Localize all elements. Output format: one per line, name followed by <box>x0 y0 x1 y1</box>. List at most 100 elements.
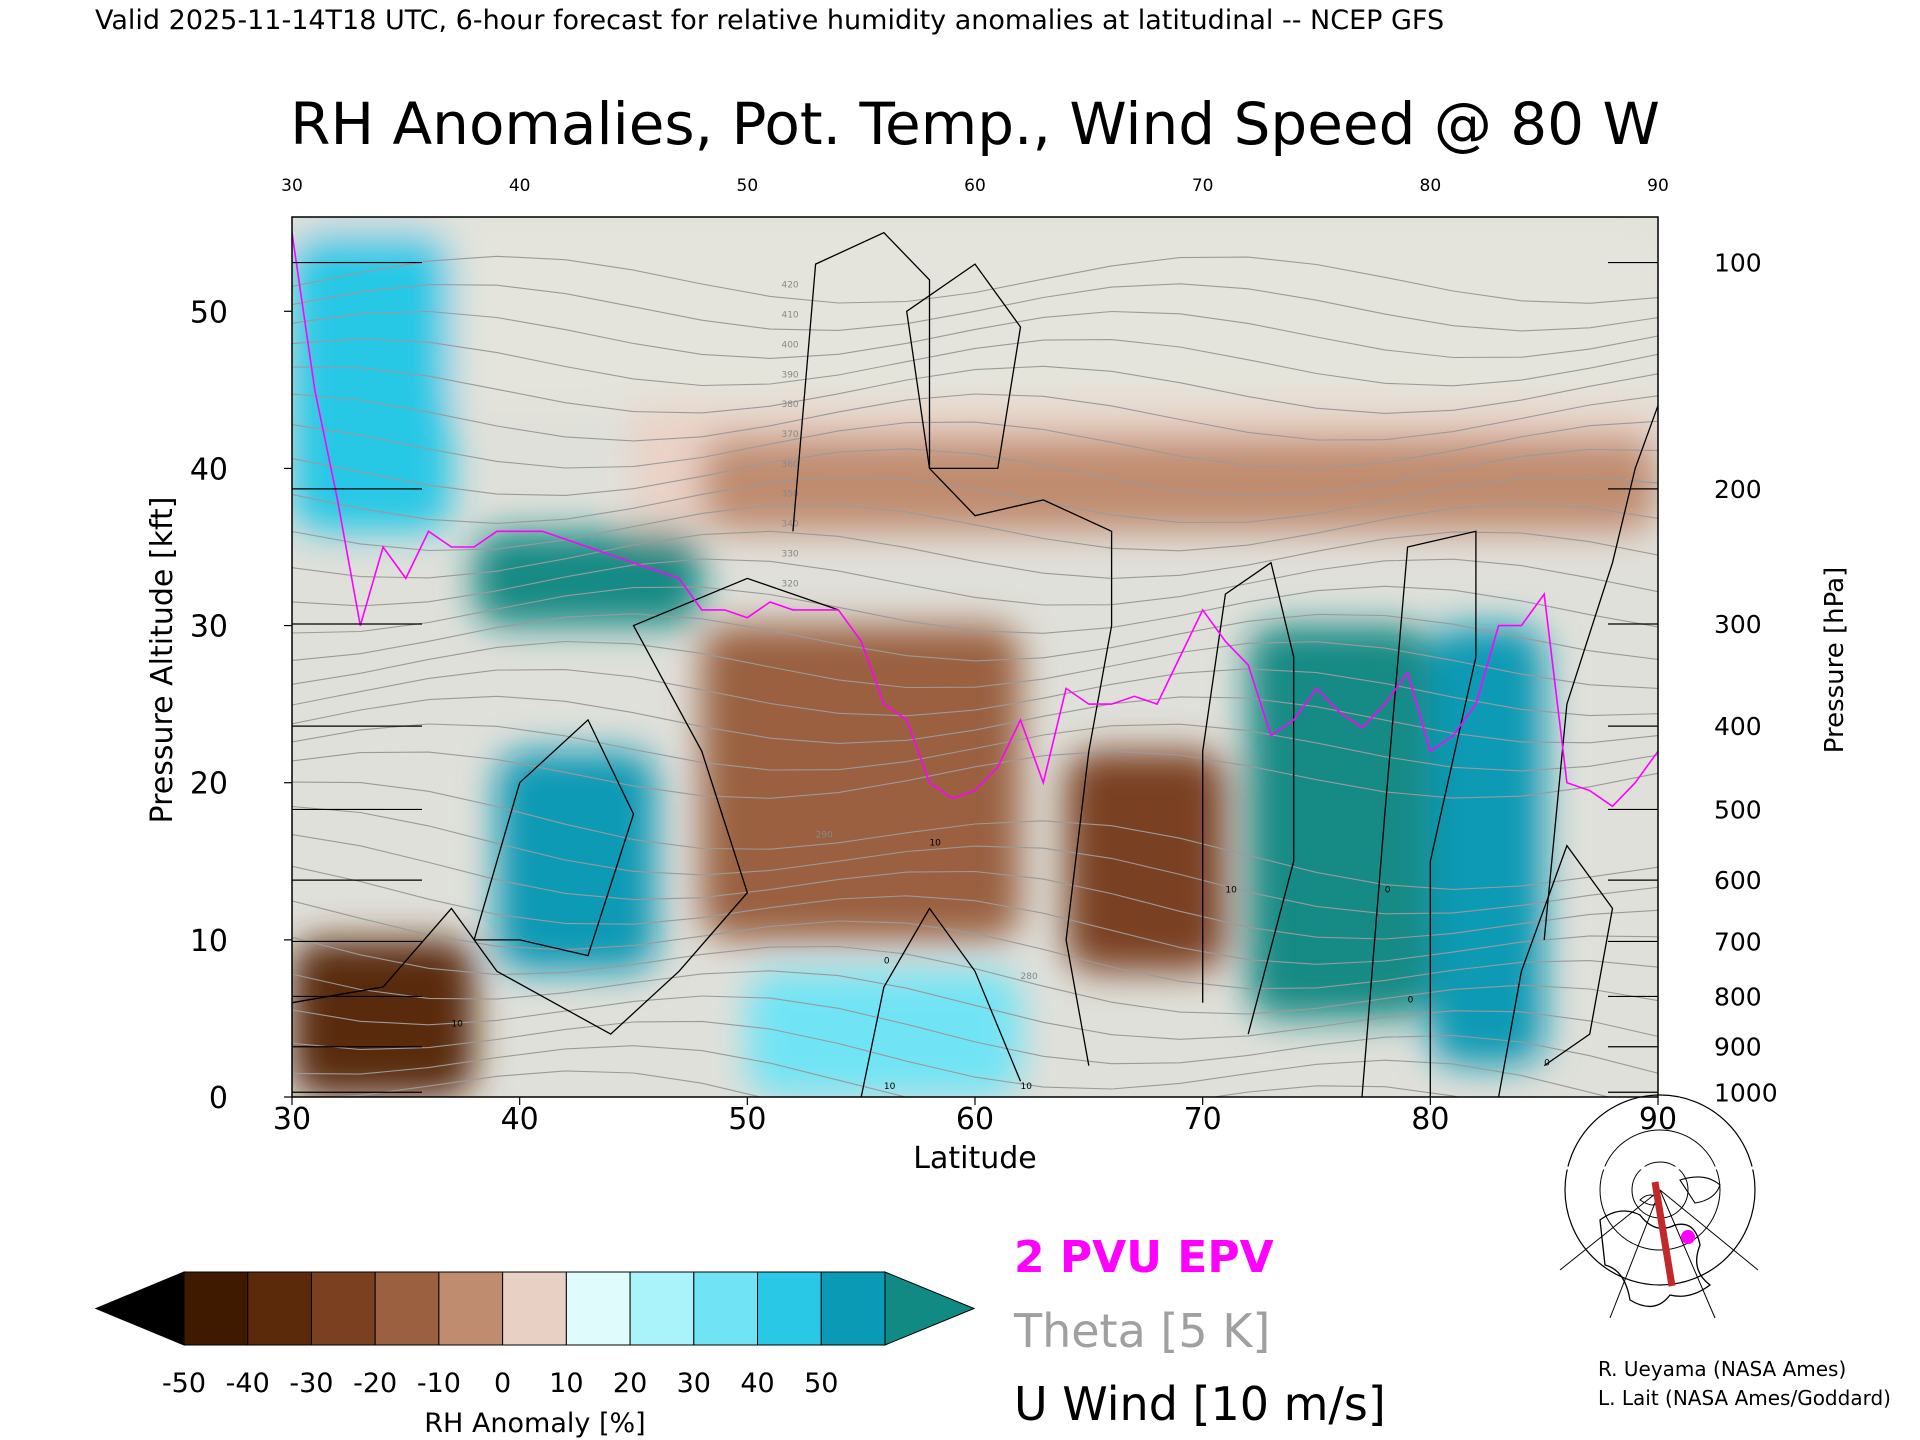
wind-label: 0 <box>1544 1059 1550 1069</box>
y-tick-label: 40 <box>190 452 228 487</box>
theta-label: 400 <box>781 340 798 350</box>
colorbar-tick-label: 10 <box>549 1368 583 1399</box>
wind-label: 0 <box>1385 886 1391 896</box>
x-top-tick-label: 40 <box>509 176 531 196</box>
rh-region-moist-lowlevel-55N <box>747 971 1021 1097</box>
wind-label: 10 <box>1021 1082 1033 1092</box>
theta-label: 280 <box>1021 972 1038 982</box>
colorbar-swatch <box>374 1271 440 1346</box>
theta-label: 420 <box>781 281 798 291</box>
colorbar-high-extend <box>884 1271 976 1346</box>
x-tick-label: 60 <box>956 1102 994 1137</box>
colorbar-low-extend <box>94 1271 185 1346</box>
rh-region-dry-stratosphere <box>701 437 1658 532</box>
wind-label: 10 <box>451 1019 463 1029</box>
colorbar: -50 -40 -30 -20 -10 0 10 20 30 40 50 <box>94 1271 976 1399</box>
wind-label: 10 <box>929 839 941 849</box>
wind-label: 10 <box>1225 886 1237 896</box>
rh-region-moist-high-subtropics <box>292 232 452 532</box>
wind-contour <box>905 263 1022 470</box>
wind-contour <box>473 718 635 957</box>
theta-contour <box>292 448 1658 497</box>
theta-contour <box>292 283 1658 332</box>
cross-section-line <box>1651 1181 1676 1287</box>
legend-wind: U Wind [10 m/s] <box>1014 1377 1386 1431</box>
chart-title: RH Anomalies, Pot. Temp., Wind Speed @ 8… <box>290 90 1660 158</box>
x-top-tick-label: 80 <box>1420 176 1442 196</box>
rh-region-dry-50-60N-midlevel <box>701 625 1021 940</box>
legend-epv: 2 PVU EPV <box>1014 1232 1274 1283</box>
colorbar-tick-label: 50 <box>804 1368 838 1399</box>
theta-label: 320 <box>781 579 798 589</box>
theta-label: 410 <box>781 311 798 321</box>
pressure-tick-label: 300 <box>1714 610 1762 639</box>
wind-contour <box>1497 844 1614 1097</box>
theta-label: 340 <box>781 520 798 530</box>
rh-region-dry-65-70N <box>1066 751 1226 972</box>
y-axis-label-right: Pressure [hPa] <box>1820 567 1850 754</box>
wind-label: 0 <box>884 956 890 966</box>
theta-contour <box>292 585 1658 634</box>
x-top-tick-label: 30 <box>281 176 303 196</box>
theta-label: 390 <box>781 370 798 380</box>
x-top-tick-label: 50 <box>737 176 759 196</box>
y-axis-right: 100 200 300 400 500 600 700 800 900 1000 <box>1714 249 1778 1108</box>
wind-contour <box>1361 530 1477 1097</box>
colorbar-tick-label: -50 <box>162 1368 206 1399</box>
pressure-tick-label: 400 <box>1714 712 1762 741</box>
y-axis-left: 0 10 20 30 40 50 <box>190 295 292 1116</box>
y-tick-label: 20 <box>190 767 228 802</box>
y-tick-label: 30 <box>190 610 228 645</box>
theta-label: 290 <box>816 831 833 841</box>
rh-region-moist-40N-midlevel <box>496 751 657 972</box>
theta-contour <box>292 255 1658 304</box>
theta-contour <box>292 750 1658 799</box>
pressure-tick-label: 700 <box>1714 927 1762 956</box>
wind-label: 0 <box>1408 996 1414 1006</box>
colorbar-swatch <box>310 1271 376 1346</box>
theta-contour <box>292 695 1658 744</box>
wind-contour <box>860 907 1022 1097</box>
x-top-tick-label: 60 <box>964 176 986 196</box>
theta-contour <box>292 723 1658 772</box>
theta-contour <box>292 365 1658 414</box>
wind-contour <box>1543 405 1658 940</box>
rh-region-moist-75N-column <box>1248 625 1431 1019</box>
theta-contour <box>292 640 1658 689</box>
x-top-tick-label: 90 <box>1647 176 1669 196</box>
epv-series-line <box>292 232 1658 808</box>
x-top-tick-label: 70 <box>1192 176 1214 196</box>
y-tick-label: 50 <box>190 295 228 330</box>
plot-area: 420410400390380370360350340330320290280 … <box>292 217 1658 1097</box>
pressure-ticks-inside <box>292 261 1658 1093</box>
colorbar-tick-label: -10 <box>417 1368 461 1399</box>
colorbar-label: RH Anomaly [%] <box>424 1408 645 1439</box>
theta-contour <box>326 1070 763 1097</box>
legend-theta: Theta [5 K] <box>1013 1304 1270 1358</box>
pressure-tick-label: 500 <box>1714 795 1762 824</box>
theta-contour <box>292 530 1658 579</box>
x-tick-label: 40 <box>501 1102 539 1137</box>
x-tick-label: 50 <box>728 1102 766 1137</box>
theta-contour <box>292 475 1658 524</box>
colorbar-tick-label: -30 <box>289 1368 333 1399</box>
colorbar-tick-label: 30 <box>677 1368 711 1399</box>
rh-region-moist-82N-column <box>1430 625 1545 1066</box>
credit-line-1: R. Ueyama (NASA Ames) <box>1598 1357 1846 1381</box>
credit-line-2: L. Lait (NASA Ames/Goddard) <box>1598 1386 1891 1410</box>
x-axis-top: 30 40 50 60 70 80 90 <box>281 176 1669 196</box>
colorbar-swatch <box>820 1271 886 1346</box>
x-tick-label: 80 <box>1411 1102 1449 1137</box>
theta-contour <box>292 668 1658 717</box>
valid-line: Valid 2025-11-14T18 UTC, 6-hour forecast… <box>95 5 1444 36</box>
wind-contour <box>792 231 1113 1066</box>
colorbar-tick-label: -40 <box>226 1368 270 1399</box>
colorbar-swatch <box>183 1271 249 1346</box>
pressure-tick-label: 1000 <box>1714 1078 1778 1107</box>
colorbar-swatch <box>757 1271 822 1346</box>
theta-label: 360 <box>781 460 798 470</box>
colorbar-tick-label: 40 <box>740 1368 774 1399</box>
theta-label: 370 <box>781 430 798 440</box>
locator-map <box>1556 1094 1762 1322</box>
